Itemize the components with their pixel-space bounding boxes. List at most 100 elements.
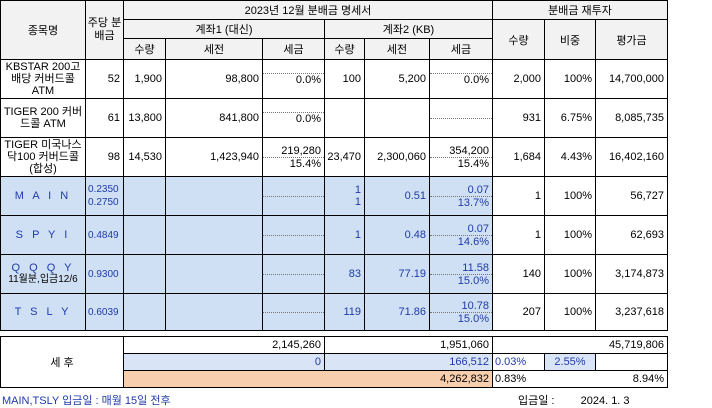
summary-row-grand: 4,262,832 0.83% 8.94% [1,370,668,388]
a2-tax [429,98,493,138]
a2-pretax-header: 세전 [364,38,430,60]
summary-row-totals: 세 후 2,145,260 1,951,060 45,719,806 [0,336,668,388]
a1-qty [123,176,166,216]
stock-name: T S L Y [0,293,86,331]
after-tax-label: 세 후 [0,336,124,388]
pay-date: 입금일 : 2024. 1. 3 [518,392,630,408]
dividend-statement-table: 종목명 주당 분배금 2023년 12월 분배금 명세서 분배금 재투자 계좌1… [0,0,668,388]
pay-date-label: 입금일 : [518,395,555,407]
dividend-rate: 0.2350 0.2750 [85,176,124,216]
a1-pretax [165,293,263,331]
reinvest-qty-header: 수량 [492,19,545,60]
table-row: S P Y I 0.4849 1 0.48 0.07 14.6% 1 100% 6… [0,215,668,255]
a2-tax: 0.07 14.6% [429,215,493,255]
reinvest-value: 8,085,735 [595,98,668,138]
grand-pct: 0.83% [492,370,545,388]
a1-tax-rate: 15.4% [289,157,321,170]
a2-tax-rate: 15.4% [457,157,489,170]
table-row: T S L Y 0.6039 119 71.86 10.78 15.0% 207 … [0,293,668,331]
a2-tax: 11.58 15.0% [429,254,493,294]
a2-qty: 119 [324,293,365,331]
a1-qty: 13,800 [123,98,166,138]
a2-qty-header: 수량 [324,38,365,60]
stock-name: Q Q Q Y 11월분,입금12/6 [0,254,86,294]
reinvest-weight: 100% [544,176,596,216]
dividend-rate: 0.6039 [85,293,124,331]
a1-qty [123,254,166,294]
reinvest-weight: 100% [544,59,596,99]
a2-pretax: 2,300,060 [364,137,430,177]
reinvest-qty: 1 [492,215,545,255]
stock-name: TIGER 200 커버드콜 ATM [0,98,86,138]
a2-pretax [364,98,430,138]
a1-pretax: 841,800 [165,98,263,138]
a1-tax: 0.0% [262,59,325,99]
a2-tax-amount [430,117,492,119]
a2-tax: 0.0% [429,59,493,99]
dividend-value: 52 [85,59,124,99]
reinvest-title: 분배금 재투자 [492,0,668,20]
a2-pretax: 0.51 [364,176,430,216]
a1-qty [123,293,166,331]
table-row: TIGER 200 커버드콜 ATM 61 13,800 841,800 0.0… [0,98,668,138]
reinvest-qty: 207 [492,293,545,331]
summary-row-foreign: 0 166,512 0.03% 2.55% [1,353,668,371]
a1-tax [262,293,325,331]
grand-yield: 8.94% [544,370,668,388]
a1-tax [262,176,325,216]
header-stock-name: 종목명 [0,0,86,60]
a1-tax: 0.0% [262,98,325,138]
reinvest-weight: 4.43% [544,137,596,177]
reinvest-total: 45,719,806 [492,336,668,354]
table-row: Q Q Q Y 11월분,입금12/6 0.9300 83 77.19 11.58… [0,254,668,294]
reinvest-weight-header: 비중 [544,19,596,60]
reinvest-value-header: 평가금 [595,19,668,60]
a2-qty: 100 [324,59,365,99]
a2-tax-amount: 354,200 [430,145,492,158]
reinvest-qty: 1,684 [492,137,545,177]
a2-pretax: 71.86 [364,293,430,331]
dividend-rate: 0.4849 [85,215,124,255]
statement-title: 2023년 12월 분배금 명세서 [123,0,493,20]
reinvest-value: 3,237,618 [595,293,668,331]
a2-total: 1,951,060 [324,336,493,354]
a1-pretax-header: 세전 [165,38,263,60]
table-row: TIGER 미국나스닥100 커버드콜(합성) 98 14,530 1,423,… [0,137,668,177]
a1-tax [262,254,325,294]
a2-qty: 83 [324,254,365,294]
reinvest-qty: 140 [492,254,545,294]
table-row: KBSTAR 200고배당 커버드콜ATM 52 1,900 98,800 0.… [0,59,668,99]
a1-pretax [165,176,263,216]
reinvest-value: 14,700,000 [595,59,668,99]
a1-tax-header: 세금 [262,38,325,60]
account1-header: 계좌1 (대신) [123,19,325,39]
reinvest-value: 16,402,160 [595,137,668,177]
a1-tax [262,215,325,255]
a1-tax: 219,280 15.4% [262,137,325,177]
a1-tax-amount [263,72,324,74]
a1-tax-amount [263,111,324,113]
a2-pretax: 0.48 [364,215,430,255]
foreign-a2-total: 166,512 [324,353,493,371]
a1-pretax: 1,423,940 [165,137,263,177]
a2-qty: 1 [324,215,365,255]
foreign-pct: 0.03% [492,353,545,371]
a1-qty [123,215,166,255]
a2-tax-header: 세금 [429,38,493,60]
reinvest-value: 62,693 [595,215,668,255]
a1-tax-amount: 219,280 [263,145,324,158]
reinvest-qty: 2,000 [492,59,545,99]
a1-tax-rate: 0.0% [295,73,321,86]
a2-qty: 23,470 [324,137,365,177]
deposit-note: MAIN,TSLY 입금일 : 매월 15일 전후 [2,395,171,407]
a2-qty [324,98,365,138]
reinvest-weight: 6.75% [544,98,596,138]
reinvest-weight: 100% [544,254,596,294]
a2-tax: 0.07 13.7% [429,176,493,216]
stock-name: S P Y I [0,215,86,255]
dividend-value: 98 [85,137,124,177]
dividend-rate: 0.9300 [85,254,124,294]
reinvest-weight: 100% [544,215,596,255]
reinvest-qty: 1 [492,176,545,216]
